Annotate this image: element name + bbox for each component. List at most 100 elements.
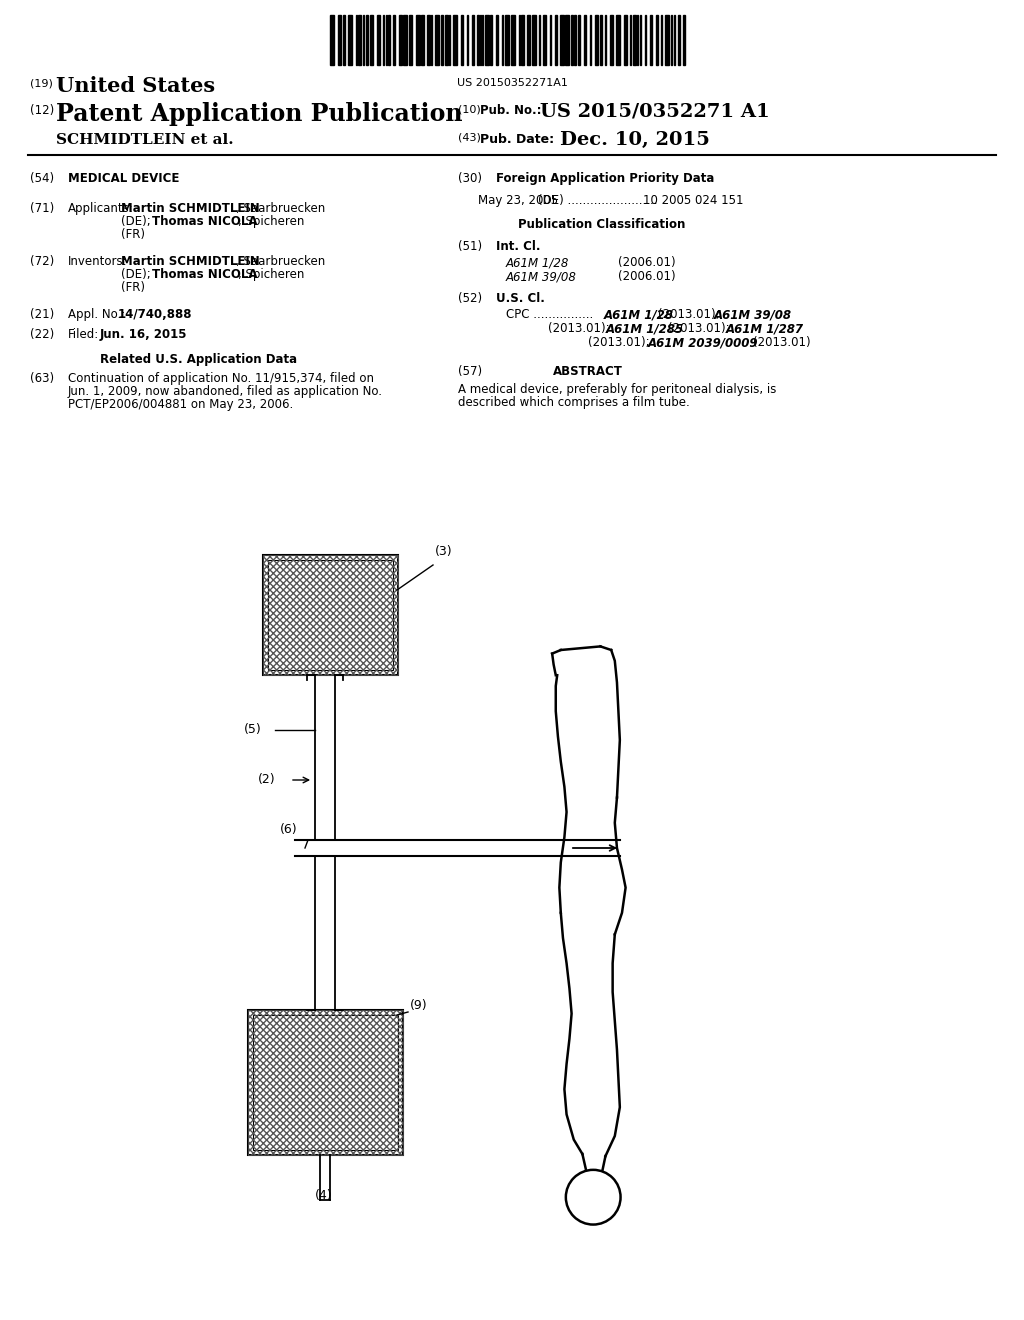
Text: Dec. 10, 2015: Dec. 10, 2015 — [560, 131, 710, 149]
Bar — [445, 15, 449, 65]
Bar — [624, 15, 627, 65]
Text: Jun. 1, 2009, now abandoned, filed as application No.: Jun. 1, 2009, now abandoned, filed as ap… — [68, 385, 383, 399]
Bar — [421, 15, 424, 65]
Bar — [683, 15, 685, 65]
Text: Publication Classification: Publication Classification — [518, 218, 685, 231]
Text: described which comprises a film tube.: described which comprises a film tube. — [458, 396, 690, 409]
Text: (63): (63) — [30, 372, 54, 385]
Text: (FR): (FR) — [121, 281, 145, 294]
Text: (2013.01);: (2013.01); — [548, 322, 609, 335]
Bar — [358, 15, 361, 65]
Text: (2): (2) — [258, 774, 275, 787]
Text: Martin SCHMIDTLEIN: Martin SCHMIDTLEIN — [121, 202, 260, 215]
Text: (10): (10) — [458, 104, 480, 114]
Text: CPC ................: CPC ................ — [506, 308, 593, 321]
Bar — [678, 15, 680, 65]
Text: (2013.01);: (2013.01); — [668, 322, 730, 335]
Text: United States: United States — [56, 77, 215, 96]
Text: (52): (52) — [458, 292, 482, 305]
Text: Pub. Date:: Pub. Date: — [480, 133, 554, 147]
Text: (51): (51) — [458, 240, 482, 253]
Text: Patent Application Publication: Patent Application Publication — [56, 102, 463, 125]
Text: (71): (71) — [30, 202, 54, 215]
Bar — [338, 15, 341, 65]
Bar — [472, 15, 474, 65]
Bar — [532, 15, 536, 65]
Text: (2013.01);: (2013.01); — [588, 337, 649, 348]
Bar — [477, 15, 479, 65]
Text: (DE);: (DE); — [121, 215, 155, 228]
Text: (57): (57) — [458, 366, 482, 378]
Text: (12): (12) — [30, 104, 54, 117]
Text: (6): (6) — [280, 824, 298, 837]
Text: (4): (4) — [315, 1188, 333, 1201]
Text: Appl. No.:: Appl. No.: — [68, 308, 125, 321]
Bar — [543, 15, 546, 65]
Text: , Saarbruecken: , Saarbruecken — [236, 202, 326, 215]
Text: Thomas NICOLA: Thomas NICOLA — [152, 268, 257, 281]
Bar — [511, 15, 515, 65]
Bar — [656, 15, 658, 65]
Bar — [616, 15, 620, 65]
Text: May 23, 2005: May 23, 2005 — [478, 194, 558, 207]
Bar — [393, 15, 395, 65]
Bar — [665, 15, 669, 65]
Text: Int. Cl.: Int. Cl. — [496, 240, 541, 253]
Bar — [268, 560, 393, 671]
Text: Continuation of application No. 11/915,374, filed on: Continuation of application No. 11/915,3… — [68, 372, 374, 385]
Text: (2006.01): (2006.01) — [618, 256, 676, 269]
Text: Thomas NICOLA: Thomas NICOLA — [152, 215, 257, 228]
Text: U.S. Cl.: U.S. Cl. — [496, 292, 545, 305]
Bar — [253, 1015, 398, 1150]
Text: , Saarbruecken: , Saarbruecken — [236, 255, 326, 268]
Bar — [527, 15, 530, 65]
Text: A61M 2039/0009: A61M 2039/0009 — [648, 337, 759, 348]
Bar — [348, 15, 352, 65]
Text: (2006.01): (2006.01) — [618, 271, 676, 282]
Text: (43): (43) — [458, 133, 481, 143]
Bar — [399, 15, 402, 65]
Text: (DE);: (DE); — [121, 268, 155, 281]
Text: Foreign Application Priority Data: Foreign Application Priority Data — [496, 172, 715, 185]
Text: Related U.S. Application Data: Related U.S. Application Data — [100, 352, 297, 366]
Text: (72): (72) — [30, 255, 54, 268]
Text: PCT/EP2006/004881 on May 23, 2006.: PCT/EP2006/004881 on May 23, 2006. — [68, 399, 293, 411]
Text: (FR): (FR) — [121, 228, 145, 242]
Text: A61M 1/287: A61M 1/287 — [726, 322, 804, 335]
Text: , Spicheren: , Spicheren — [238, 215, 304, 228]
Bar — [461, 15, 463, 65]
Text: Filed:: Filed: — [68, 327, 99, 341]
Text: A61M 1/285: A61M 1/285 — [606, 322, 684, 335]
Bar — [263, 554, 398, 675]
Text: (21): (21) — [30, 308, 54, 321]
Text: (5): (5) — [244, 723, 262, 737]
Bar — [555, 15, 557, 65]
Text: A medical device, preferably for peritoneal dialysis, is: A medical device, preferably for periton… — [458, 383, 776, 396]
Text: (19): (19) — [30, 78, 53, 88]
Text: Martin SCHMIDTLEIN: Martin SCHMIDTLEIN — [121, 255, 260, 268]
Bar — [633, 15, 636, 65]
Text: , Spicheren: , Spicheren — [238, 268, 304, 281]
Text: (54): (54) — [30, 172, 54, 185]
Text: SCHMIDTLEIN et al.: SCHMIDTLEIN et al. — [56, 133, 233, 147]
Bar — [574, 15, 575, 65]
Text: 14/740,888: 14/740,888 — [118, 308, 193, 321]
Text: (2013.01): (2013.01) — [753, 337, 811, 348]
Bar — [650, 15, 652, 65]
Text: Applicants:: Applicants: — [68, 202, 134, 215]
Bar — [595, 15, 598, 65]
Bar — [490, 15, 492, 65]
Bar — [610, 15, 613, 65]
Text: A61M 39/08: A61M 39/08 — [714, 308, 792, 321]
Bar — [578, 15, 580, 65]
Bar — [435, 15, 439, 65]
Bar — [248, 1010, 403, 1155]
Bar — [416, 15, 420, 65]
Bar — [560, 15, 564, 65]
Bar — [388, 15, 390, 65]
Text: (2013.01);: (2013.01); — [658, 308, 720, 321]
Text: A61M 39/08: A61M 39/08 — [506, 271, 577, 282]
Text: US 2015/0352271 A1: US 2015/0352271 A1 — [540, 102, 770, 120]
Bar — [263, 554, 398, 675]
Bar — [409, 15, 412, 65]
